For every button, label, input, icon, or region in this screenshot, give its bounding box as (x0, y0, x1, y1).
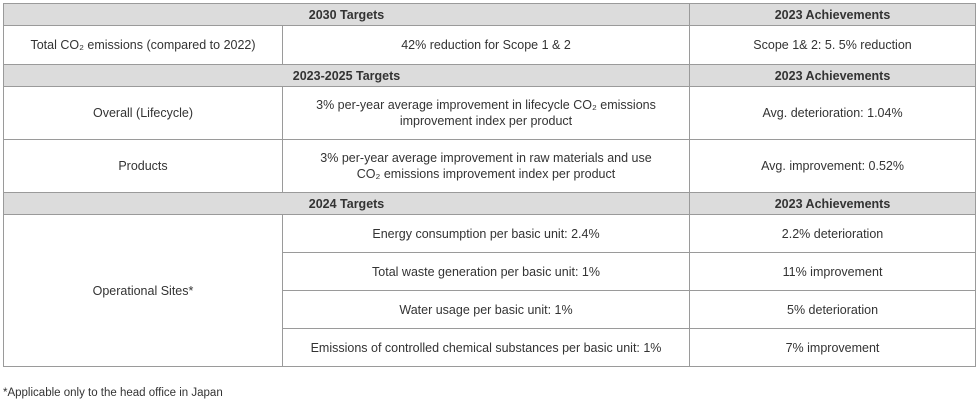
achievement-cell: 2.2% deterioration (689, 214, 976, 253)
targets-table: 2030 Targets 2023 Achievements Total CO₂… (2, 3, 976, 367)
target-cell: 42% reduction for Scope 1 & 2 (281, 25, 691, 65)
section-header-2024: 2024 Targets 2023 Achievements (2, 192, 976, 215)
section-header-2030: 2030 Targets 2023 Achievements (2, 3, 976, 26)
target-cell: Water usage per basic unit: 1% (281, 290, 691, 329)
target-cell: Energy consumption per basic unit: 2.4% (281, 214, 691, 253)
category-cell: Overall (Lifecycle) (3, 86, 283, 140)
header-2024-targets: 2024 Targets (2, 192, 691, 215)
target-cell: Total waste generation per basic unit: 1… (281, 252, 691, 291)
target-line: improvement index per product (399, 114, 573, 128)
achievement-cell: Avg. deterioration: 1.04% (689, 86, 976, 140)
category-cell: Total CO₂ emissions (compared to 2022) (3, 25, 283, 65)
achievement-cell: Avg. improvement: 0.52% (689, 139, 976, 193)
header-2023-achievements: 2023 Achievements (689, 64, 976, 87)
category-cell: Operational Sites* (3, 214, 283, 367)
table-row: Water usage per basic unit: 1% 5% deteri… (4, 290, 976, 329)
category-cell: Products (3, 139, 283, 193)
header-2023-2025-targets: 2023-2025 Targets (2, 64, 691, 87)
table-row: Total waste generation per basic unit: 1… (4, 252, 976, 291)
achievement-cell: 7% improvement (689, 328, 976, 367)
achievement-cell: Scope 1& 2: 5. 5% reduction (689, 25, 976, 65)
section-header-2023-2025: 2023-2025 Targets 2023 Achievements (2, 64, 976, 87)
achievement-cell: 5% deterioration (689, 290, 976, 329)
target-line: 3% per-year average improvement in raw m… (320, 151, 652, 165)
header-2023-achievements: 2023 Achievements (689, 192, 976, 215)
footnote: *Applicable only to the head office in J… (3, 387, 223, 399)
target-cell: 3% per-year average improvement in raw m… (281, 139, 691, 193)
target-line: 3% per-year average improvement in lifec… (316, 98, 656, 112)
table-row: Operational Sites* Energy consumption pe… (3, 214, 976, 367)
table-row: Overall (Lifecycle) 3% per-year average … (3, 86, 976, 140)
achievement-cell: 11% improvement (689, 252, 976, 291)
table-row: Products 3% per-year average improvement… (3, 139, 976, 193)
header-2030-targets: 2030 Targets (2, 3, 691, 26)
table-row: Total CO₂ emissions (compared to 2022) 4… (3, 25, 976, 65)
target-line: CO₂ emissions improvement index per prod… (356, 167, 616, 181)
target-cell: Emissions of controlled chemical substan… (281, 328, 691, 367)
target-cell: 3% per-year average improvement in lifec… (281, 86, 691, 140)
header-2023-achievements: 2023 Achievements (689, 3, 976, 26)
table-row: Emissions of controlled chemical substan… (4, 328, 976, 367)
